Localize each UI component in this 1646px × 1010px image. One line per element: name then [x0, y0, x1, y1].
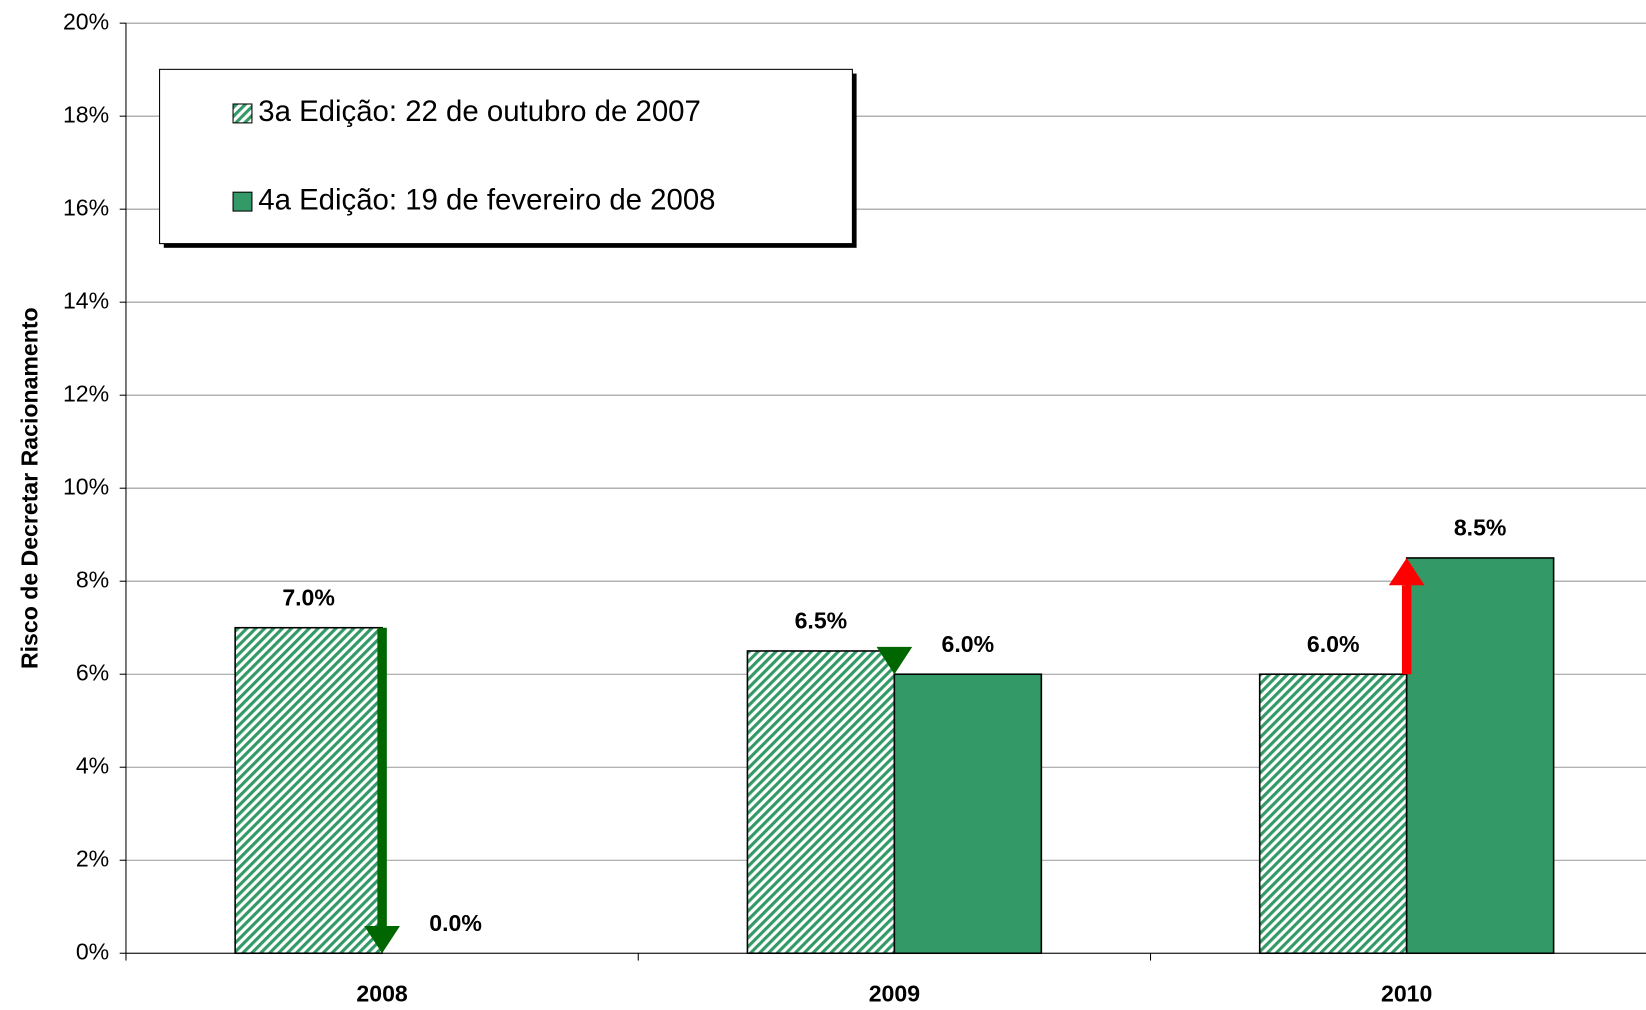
data-label: 6.0%	[942, 631, 995, 657]
data-label: 8.5%	[1454, 515, 1507, 541]
change-arrow-head	[364, 925, 400, 954]
x-tick-label: 2009	[869, 980, 920, 1006]
x-tick-label: 2008	[356, 980, 408, 1006]
y-tick-label: 4%	[76, 752, 109, 778]
data-label: 6.0%	[1307, 631, 1360, 657]
data-label: 6.5%	[795, 608, 848, 634]
y-tick-label: 8%	[76, 566, 109, 592]
y-tick-label: 2%	[76, 845, 109, 871]
legend-swatch	[232, 191, 253, 212]
y-tick-label: 20%	[63, 8, 109, 34]
y-tick-label: 0%	[76, 938, 109, 964]
legend-label: 3a Edição: 22 de outubro de 2007	[258, 95, 701, 128]
bar	[746, 650, 896, 955]
bar	[234, 626, 383, 955]
y-tick-label: 16%	[63, 194, 109, 220]
y-tick-label: 10%	[63, 473, 109, 499]
data-label: 7.0%	[282, 584, 335, 610]
y-tick-label: 6%	[76, 659, 109, 685]
bar	[1258, 673, 1408, 955]
y-tick-label: 12%	[63, 380, 109, 406]
y-tick-label: 14%	[63, 287, 109, 313]
data-label: 0.0%	[429, 910, 482, 936]
y-axis-label: Risco de Decretar Racionamento	[17, 307, 43, 669]
legend-label: 4a Edição: 19 de fevereiro de 2008	[258, 183, 715, 216]
x-tick-label: 2010	[1381, 980, 1432, 1006]
legend	[159, 68, 853, 245]
bar	[893, 673, 1043, 955]
change-arrow-head	[1388, 557, 1425, 586]
bar	[1405, 557, 1555, 955]
legend-swatch	[232, 103, 253, 124]
y-tick-label: 18%	[63, 101, 109, 127]
change-arrow-head	[876, 646, 913, 675]
